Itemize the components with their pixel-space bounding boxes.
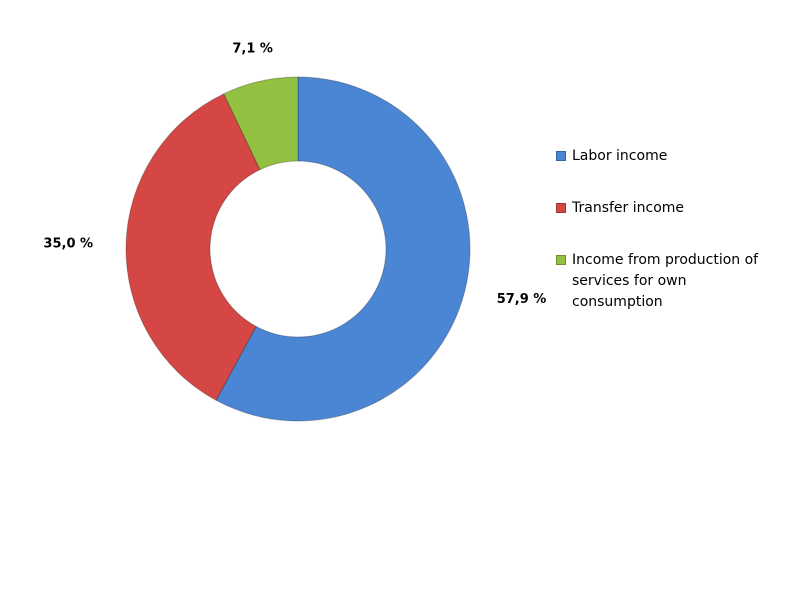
legend: Labor income Transfer income Income from p…	[556, 146, 776, 344]
legend-label: Labor income	[572, 148, 668, 164]
donut-slice	[125, 93, 261, 401]
legend-item: Labor income	[556, 146, 776, 167]
legend-swatch	[556, 151, 566, 161]
legend-swatch	[556, 255, 566, 265]
donut-slice	[223, 76, 299, 171]
legend-label: Income from production of services for o…	[572, 252, 759, 310]
legend-item: Transfer income	[556, 198, 776, 219]
donut-slice	[215, 76, 471, 422]
value-label: 57,9 %	[497, 292, 547, 307]
legend-label: Transfer income	[572, 200, 685, 216]
value-label: 35,0 %	[43, 236, 93, 251]
value-label: 7,1 %	[232, 42, 273, 57]
legend-swatch	[556, 203, 566, 213]
legend-item: Income from production of services for o…	[556, 250, 776, 313]
